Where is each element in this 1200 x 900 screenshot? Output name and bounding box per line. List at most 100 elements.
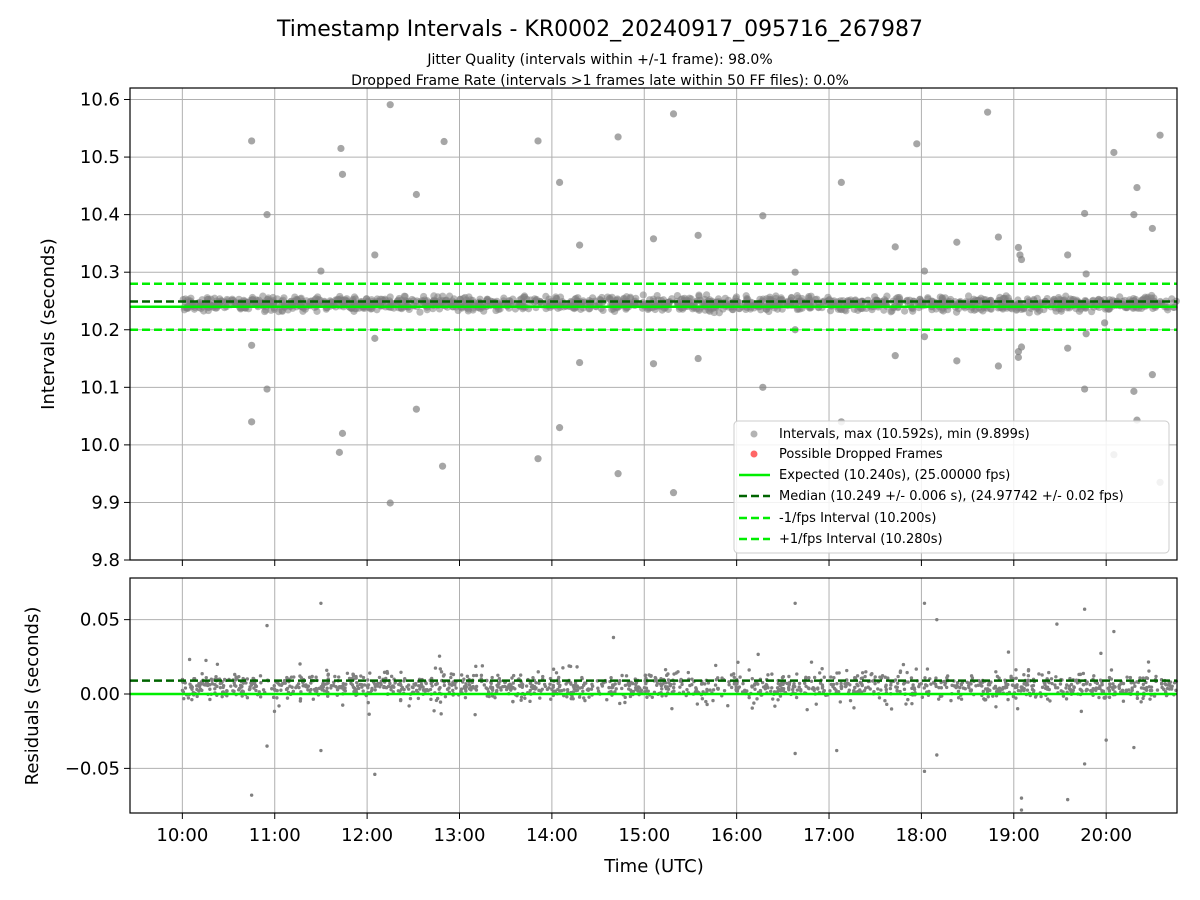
residual-point xyxy=(590,682,594,687)
residual-point xyxy=(1138,676,1142,680)
residual-point xyxy=(524,684,529,688)
residual-point xyxy=(298,674,302,678)
residual-point xyxy=(835,681,839,686)
residual-point xyxy=(1145,676,1150,681)
residual-point xyxy=(1141,696,1145,701)
residual-point xyxy=(667,681,671,685)
residual-point xyxy=(949,698,953,703)
residual-point xyxy=(298,697,303,701)
residual-point xyxy=(474,684,479,689)
residual-point xyxy=(511,681,516,685)
interval-point xyxy=(269,293,277,302)
residual-point xyxy=(1111,687,1115,692)
interval-point xyxy=(920,267,929,275)
residual-point xyxy=(858,688,862,692)
residual-point xyxy=(479,673,484,678)
residual-point xyxy=(722,688,727,693)
interval-point xyxy=(480,307,488,315)
residual-point xyxy=(888,686,893,691)
residual-point xyxy=(251,676,255,681)
legend-intervals-marker xyxy=(750,430,758,438)
residual-point xyxy=(695,702,700,706)
residuals-axes-frame xyxy=(129,577,1178,814)
residual-point xyxy=(776,681,780,686)
residual-point xyxy=(834,688,838,692)
residual-point xyxy=(484,686,488,690)
residual-point xyxy=(398,698,403,702)
residual-point xyxy=(530,684,535,688)
residual-point xyxy=(445,687,450,692)
residual-point xyxy=(474,664,478,669)
residual-point xyxy=(208,697,212,702)
residual-point xyxy=(442,673,446,677)
residual-point xyxy=(1031,683,1036,688)
residual-point xyxy=(1072,685,1076,689)
residual-point xyxy=(978,680,983,685)
residual-point xyxy=(391,690,395,694)
residual-point xyxy=(870,672,874,676)
residual-point xyxy=(398,681,402,686)
residual-point xyxy=(1019,796,1024,800)
residual-point xyxy=(814,702,818,706)
interval-point xyxy=(695,306,703,314)
legend-plus-interval-label: +1/fps Interval (10.280s) xyxy=(779,532,943,547)
residual-point xyxy=(310,674,314,679)
residual-point xyxy=(816,686,820,690)
residual-point xyxy=(389,687,393,692)
residuals-y-ticks: −0.05 0.00 0.05 xyxy=(65,610,130,779)
residual-point xyxy=(288,684,292,688)
residual-point xyxy=(1014,696,1018,700)
residual-point xyxy=(388,681,392,686)
residual-point xyxy=(741,681,745,686)
legend-minus-interval-label: -1/fps Interval (10.200s) xyxy=(779,511,936,526)
interval-point xyxy=(1164,306,1172,314)
intervals-ytick-label: 9.8 xyxy=(91,550,120,571)
chart-subtitle-dropped: Dropped Frame Rate (intervals >1 frames … xyxy=(351,73,849,89)
residual-point xyxy=(688,683,692,688)
residual-point xyxy=(277,704,281,708)
interval-point xyxy=(278,307,286,315)
interval-point xyxy=(337,144,345,153)
residual-point xyxy=(860,671,865,675)
residual-point xyxy=(520,685,524,689)
residual-point xyxy=(750,706,754,710)
interval-point xyxy=(534,455,542,463)
residual-point xyxy=(845,668,849,673)
residual-point xyxy=(706,681,711,685)
residual-point xyxy=(451,688,455,693)
residual-point xyxy=(959,697,964,701)
residual-point xyxy=(511,685,515,690)
interval-point xyxy=(184,296,192,304)
residual-point xyxy=(901,662,906,667)
residual-point xyxy=(1130,686,1134,690)
residual-point xyxy=(580,675,584,680)
residual-point xyxy=(432,709,436,713)
residual-point xyxy=(787,688,791,692)
interval-point xyxy=(913,140,921,148)
chart-title: Timestamp Intervals - KR0002_20240917_09… xyxy=(276,17,923,42)
residual-point xyxy=(685,687,689,692)
residual-point xyxy=(756,652,760,657)
residual-point xyxy=(889,683,893,687)
residual-point xyxy=(225,689,229,693)
residual-point xyxy=(1108,684,1112,689)
residual-point xyxy=(932,681,936,685)
interval-point xyxy=(438,462,447,470)
residual-point xyxy=(325,686,329,690)
interval-point xyxy=(1014,243,1023,252)
residual-point xyxy=(451,672,456,677)
residual-point xyxy=(935,617,939,622)
interval-point xyxy=(1025,309,1033,317)
residual-point xyxy=(1040,673,1044,677)
residual-point xyxy=(935,753,939,757)
residual-point xyxy=(1085,680,1089,684)
residual-point xyxy=(727,680,731,684)
interval-point xyxy=(263,385,271,393)
residual-point xyxy=(678,685,682,689)
residual-point xyxy=(1129,681,1133,685)
residual-point xyxy=(1015,707,1020,711)
residual-point xyxy=(496,673,500,678)
residual-point xyxy=(261,688,266,692)
residual-point xyxy=(1117,686,1122,691)
intervals-panel: 9.8 9.9 10.0 10.1 10.2 10.3 10.4 10.5 10.6 Inter… xyxy=(38,87,1180,571)
